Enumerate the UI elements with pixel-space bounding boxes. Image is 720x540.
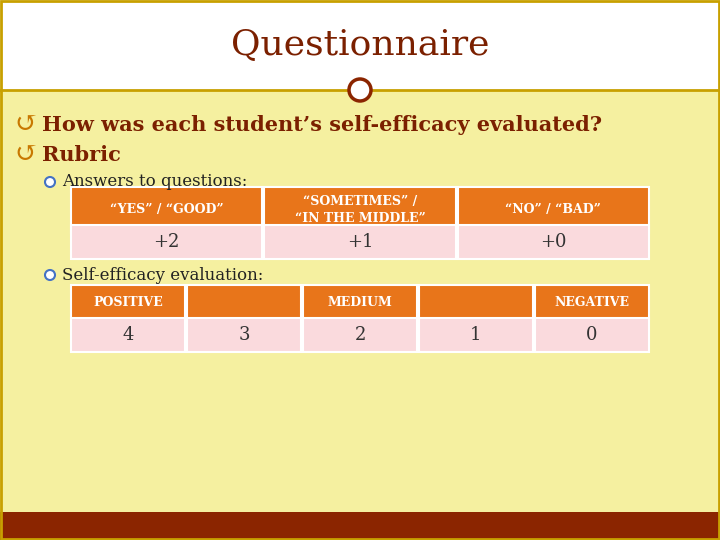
Text: ↺: ↺ [14, 111, 37, 138]
Text: +1: +1 [347, 233, 373, 251]
Text: How was each student’s self-efficacy evaluated?: How was each student’s self-efficacy eva… [42, 115, 602, 135]
Text: 2: 2 [354, 326, 366, 344]
FancyBboxPatch shape [264, 187, 456, 233]
FancyBboxPatch shape [0, 0, 720, 90]
FancyBboxPatch shape [71, 187, 262, 233]
Text: NEGATIVE: NEGATIVE [554, 295, 629, 308]
Text: +2: +2 [153, 233, 180, 251]
Text: Questionnaire: Questionnaire [230, 28, 490, 62]
Circle shape [349, 79, 371, 101]
Text: Rubric: Rubric [42, 145, 121, 165]
FancyBboxPatch shape [458, 225, 649, 259]
FancyBboxPatch shape [458, 187, 649, 233]
FancyBboxPatch shape [71, 318, 185, 352]
FancyBboxPatch shape [0, 512, 720, 540]
Text: “NO” / “BAD”: “NO” / “BAD” [505, 204, 601, 217]
FancyBboxPatch shape [187, 318, 301, 352]
Text: 4: 4 [122, 326, 134, 344]
Text: POSITIVE: POSITIVE [93, 295, 163, 308]
FancyBboxPatch shape [535, 318, 649, 352]
Circle shape [45, 270, 55, 280]
FancyBboxPatch shape [71, 225, 262, 259]
FancyBboxPatch shape [187, 285, 301, 319]
Text: MEDIUM: MEDIUM [328, 295, 392, 308]
Text: ↺: ↺ [14, 141, 37, 168]
Text: Answers to questions:: Answers to questions: [62, 173, 248, 191]
FancyBboxPatch shape [303, 285, 417, 319]
FancyBboxPatch shape [419, 285, 533, 319]
Circle shape [45, 177, 55, 187]
FancyBboxPatch shape [71, 285, 185, 319]
Text: 3: 3 [238, 326, 250, 344]
Text: +0: +0 [540, 233, 567, 251]
Text: Self-efficacy evaluation:: Self-efficacy evaluation: [62, 267, 264, 284]
Text: 0: 0 [586, 326, 598, 344]
FancyBboxPatch shape [419, 318, 533, 352]
FancyBboxPatch shape [0, 90, 720, 512]
FancyBboxPatch shape [264, 225, 456, 259]
Text: 1: 1 [470, 326, 482, 344]
FancyBboxPatch shape [535, 285, 649, 319]
FancyBboxPatch shape [303, 318, 417, 352]
Text: “SOMETIMES” /
“IN THE MIDDLE”: “SOMETIMES” / “IN THE MIDDLE” [294, 195, 426, 225]
Text: “YES” / “GOOD”: “YES” / “GOOD” [110, 204, 223, 217]
